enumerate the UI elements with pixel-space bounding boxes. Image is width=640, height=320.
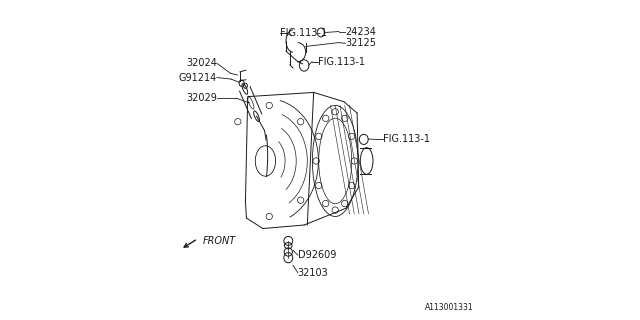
- Text: FRONT: FRONT: [203, 236, 236, 246]
- Text: 32024: 32024: [186, 58, 217, 68]
- Text: 32125: 32125: [346, 38, 376, 48]
- Text: FIG.113-1: FIG.113-1: [319, 57, 365, 67]
- Text: FIG.113-1: FIG.113-1: [383, 134, 431, 144]
- Text: 32029: 32029: [186, 93, 217, 103]
- Text: D92609: D92609: [298, 250, 336, 260]
- Text: A113001331: A113001331: [425, 303, 474, 312]
- Text: G91214: G91214: [179, 73, 217, 83]
- Text: 32103: 32103: [298, 268, 328, 278]
- Text: FIG.113-1: FIG.113-1: [280, 28, 327, 38]
- Text: 24234: 24234: [346, 27, 376, 36]
